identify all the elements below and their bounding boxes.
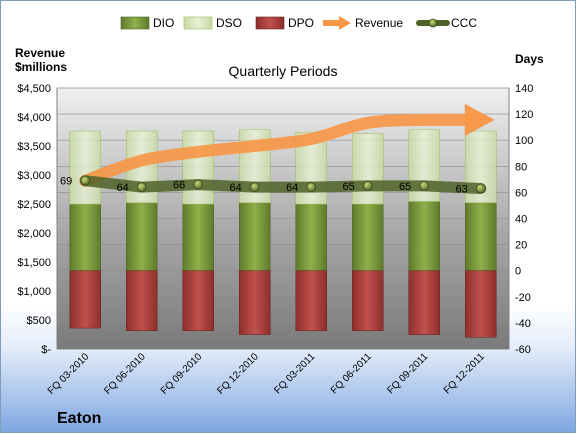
dio-bar	[182, 203, 214, 271]
legend-swatch-dio	[120, 16, 150, 30]
ccc-data-label: 63	[456, 183, 468, 195]
ccc-series-line	[79, 175, 487, 194]
left-tick-label: $1,000	[17, 286, 51, 298]
dso-bar	[69, 130, 101, 205]
right-tick-label: -40	[515, 318, 531, 330]
dio-bar	[408, 201, 440, 271]
dio-bar	[126, 202, 158, 271]
ccc-data-label: 66	[173, 180, 185, 192]
ccc-data-label: 64	[286, 182, 298, 194]
right-tick-label: 40	[515, 214, 527, 226]
category-label: FQ 03-2011	[272, 351, 317, 396]
right-axis-title: Days	[515, 52, 544, 66]
dpo-bar	[352, 270, 384, 331]
legend-swatch-revenue-head	[339, 16, 351, 30]
dpo-bar	[182, 270, 214, 331]
right-tick-label: 80	[515, 161, 527, 173]
left-tick-label: $500	[27, 315, 51, 327]
legend-label-dso: DSO	[216, 16, 242, 30]
legend-label-ccc: CCC	[451, 16, 477, 30]
left-tick-label: $4,500	[17, 83, 51, 95]
revenue-arrow	[79, 103, 495, 187]
ccc-data-label: 64	[117, 182, 129, 194]
right-tick-label: 120	[515, 109, 533, 121]
dpo-bar	[69, 270, 101, 329]
ccc-data-label: 65	[399, 181, 411, 193]
category-label: FQ 09-2011	[385, 351, 430, 396]
left-tick-label: $3,000	[17, 170, 51, 182]
dpo-bar	[295, 270, 327, 331]
ccc-point	[80, 175, 91, 186]
company-name: Eaton	[57, 410, 101, 427]
ccc-point	[193, 179, 204, 190]
legend-label-revenue: Revenue	[355, 16, 403, 30]
dio-bar	[352, 203, 384, 271]
left-axis-title-line2: $millions	[15, 60, 67, 74]
dso-bar	[182, 130, 214, 205]
category-label: FQ 06-2010	[102, 351, 148, 397]
revenue-line	[79, 113, 475, 187]
legend: DIO DSO DPO Revenue CCC	[120, 16, 477, 30]
dpo-bar	[239, 270, 271, 335]
category-label: FQ 03-2010	[46, 351, 92, 397]
ccc-point	[306, 182, 317, 193]
right-tick-label: -20	[515, 292, 531, 304]
legend-swatch-ccc-dot	[428, 18, 438, 28]
legend-swatch-dso	[183, 16, 213, 30]
ccc-point	[249, 182, 260, 193]
ccc-point	[419, 180, 430, 191]
right-tick-label: 20	[515, 240, 527, 252]
right-tick-label: 0	[515, 266, 521, 278]
ccc-point	[475, 183, 486, 194]
dio-bar	[295, 203, 327, 271]
right-tick-label: 140	[515, 83, 533, 95]
right-tick-label: 100	[515, 135, 533, 147]
category-label: FQ 09-2010	[159, 351, 205, 397]
left-tick-label: $-	[41, 344, 51, 356]
dio-bar	[69, 203, 101, 271]
left-tick-label: $3,500	[17, 141, 51, 153]
legend-label-dpo: DPO	[288, 16, 314, 30]
left-tick-label: $2,500	[17, 199, 51, 211]
ccc-data-label: 64	[230, 182, 242, 194]
left-tick-label: $1,500	[17, 257, 51, 269]
legend-swatch-dpo	[255, 16, 285, 30]
left-tick-label: $4,000	[17, 112, 51, 124]
legend-label-dio: DIO	[153, 16, 174, 30]
left-axis-title-line1: Revenue	[15, 46, 65, 60]
ccc-point	[362, 180, 373, 191]
dio-bar	[239, 202, 271, 271]
chart-title: Quarterly Periods	[229, 63, 338, 79]
dpo-bar	[126, 270, 158, 331]
revenue-arrowhead	[464, 103, 495, 136]
dpo-bar	[408, 270, 440, 335]
ccc-point	[136, 182, 147, 193]
dso-bar	[352, 133, 384, 205]
dio-bar	[465, 202, 497, 271]
category-label: FQ 06-2011	[329, 351, 374, 396]
category-label: FQ 12-2010	[215, 351, 261, 397]
ccc-data-label: 69	[60, 176, 72, 188]
ccc-line: 69 64 66 64 64 65 65 63	[60, 175, 487, 195]
dpo-bar	[465, 270, 497, 338]
ccc-data-label: 65	[343, 181, 355, 193]
right-tick-label: 60	[515, 187, 527, 199]
right-tick-label: -60	[515, 344, 531, 356]
left-tick-label: $2,000	[17, 228, 51, 240]
category-label: FQ 12-2011	[442, 351, 487, 396]
